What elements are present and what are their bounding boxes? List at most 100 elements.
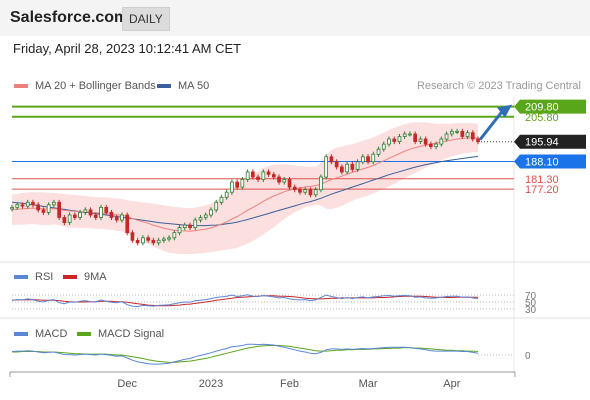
candle-body — [193, 219, 198, 228]
candle-body — [73, 214, 77, 218]
price-tag-support — [514, 154, 586, 169]
candle-body — [428, 143, 433, 148]
legend-macd-signal-label: MACD Signal — [98, 328, 165, 340]
candle-body — [141, 237, 145, 244]
candle-body — [397, 136, 402, 142]
ma50-line — [11, 156, 479, 227]
candle-body — [423, 138, 428, 145]
candle-body — [470, 132, 475, 140]
brand-title: Salesforce.com — [10, 9, 129, 26]
candle-body — [67, 214, 72, 223]
legend-ma50-label: MA 50 — [178, 80, 210, 92]
rsi-ma-line — [11, 295, 478, 307]
candle-body — [78, 211, 82, 218]
candle-body — [287, 179, 292, 188]
legend-rsi-ma-label: 9MA — [84, 271, 107, 283]
candle-body — [277, 176, 281, 183]
x-tick-label: Mar — [359, 378, 378, 390]
candle-body — [15, 204, 20, 208]
candle-body — [130, 232, 135, 241]
candle-body — [282, 179, 287, 183]
candle-body — [62, 217, 67, 223]
candle-body — [413, 133, 418, 142]
price-label-209-80: 209.80 — [525, 102, 559, 114]
legend-rsi: RSI — [14, 271, 53, 283]
candle-body — [52, 201, 56, 206]
candle-body — [444, 133, 449, 140]
candle-body — [418, 138, 423, 142]
ma50-swatch — [157, 84, 171, 88]
price-tag-last — [514, 134, 586, 149]
candle-body — [319, 176, 323, 191]
candle-body — [271, 174, 276, 178]
candle-body — [381, 143, 386, 150]
price-label-181-30: 181.30 — [525, 174, 559, 186]
candle-body — [41, 209, 46, 213]
x-tick-label: Apr — [443, 378, 460, 390]
candle-body — [230, 181, 234, 193]
ma20-swatch — [14, 84, 28, 88]
legend-ma50: MA 50 — [157, 80, 209, 92]
candle-body — [161, 238, 166, 241]
macd-signal-line — [12, 345, 479, 363]
candle-body — [172, 232, 177, 239]
legend-macd: MACD — [14, 328, 67, 340]
candles-group — [10, 128, 480, 246]
legend-macd-signal: MACD Signal — [77, 328, 164, 340]
candle-body — [10, 206, 14, 210]
price-label-195-94: 195.94 — [525, 137, 559, 149]
rsi-tick-50: 50 — [525, 298, 537, 309]
candle-body — [146, 237, 150, 241]
candle-body — [25, 201, 30, 207]
candle-body — [334, 161, 339, 168]
candle-body — [188, 224, 192, 229]
candle-body — [167, 237, 171, 240]
legend-ma20-label: MA 20 + Bollinger Bands — [35, 80, 156, 92]
ma20-line — [11, 137, 479, 232]
macd-swatch — [14, 332, 28, 336]
candle-body — [387, 138, 391, 145]
candle-body — [109, 211, 114, 218]
candle-body — [355, 161, 360, 170]
candle-body — [298, 189, 302, 193]
price-label-205-80: 205.80 — [525, 112, 559, 124]
candle-body — [449, 130, 454, 135]
candle-body — [245, 171, 250, 180]
research-credit: Research © 2023 Trading Central — [416, 80, 581, 92]
candle-body — [46, 204, 51, 213]
candle-body — [460, 130, 465, 137]
candle-body — [219, 196, 224, 203]
price-tag-target — [514, 99, 586, 114]
candle-body — [261, 171, 266, 180]
candle-body — [182, 224, 187, 229]
candle-body — [408, 133, 412, 136]
candle-body — [308, 189, 313, 196]
chart-timestamp: Friday, April 28, 2023 10:12:41 AM CET — [13, 41, 242, 56]
candle-body — [339, 166, 344, 173]
candle-body — [214, 201, 219, 211]
macd-line — [11, 343, 479, 365]
candle-body — [114, 217, 119, 221]
candle-body — [99, 206, 103, 218]
candle-body — [135, 239, 140, 244]
legend-rsi-label: RSI — [35, 271, 54, 283]
rsi-tick-70: 70 — [525, 291, 537, 302]
rsi-tick-30: 30 — [525, 305, 537, 316]
candle-body — [125, 214, 130, 234]
candle-body — [366, 156, 370, 163]
candle-body — [313, 189, 318, 196]
forecast-arrow-shaft — [478, 110, 504, 141]
candle-body — [151, 239, 156, 244]
candle-body — [360, 156, 365, 163]
forecast-arrow-head — [497, 104, 512, 118]
legend-rsi-ma: 9MA — [63, 271, 107, 283]
candle-body — [345, 163, 350, 173]
candle-body — [93, 214, 98, 218]
candle-body — [20, 204, 25, 207]
candle-body — [250, 171, 255, 178]
candle-body — [177, 227, 182, 234]
candle-body — [434, 143, 439, 148]
legend-macd-label: MACD — [35, 328, 68, 340]
period-selector[interactable]: DAILY — [122, 7, 170, 31]
macd-tick-0: 0 — [525, 351, 531, 362]
